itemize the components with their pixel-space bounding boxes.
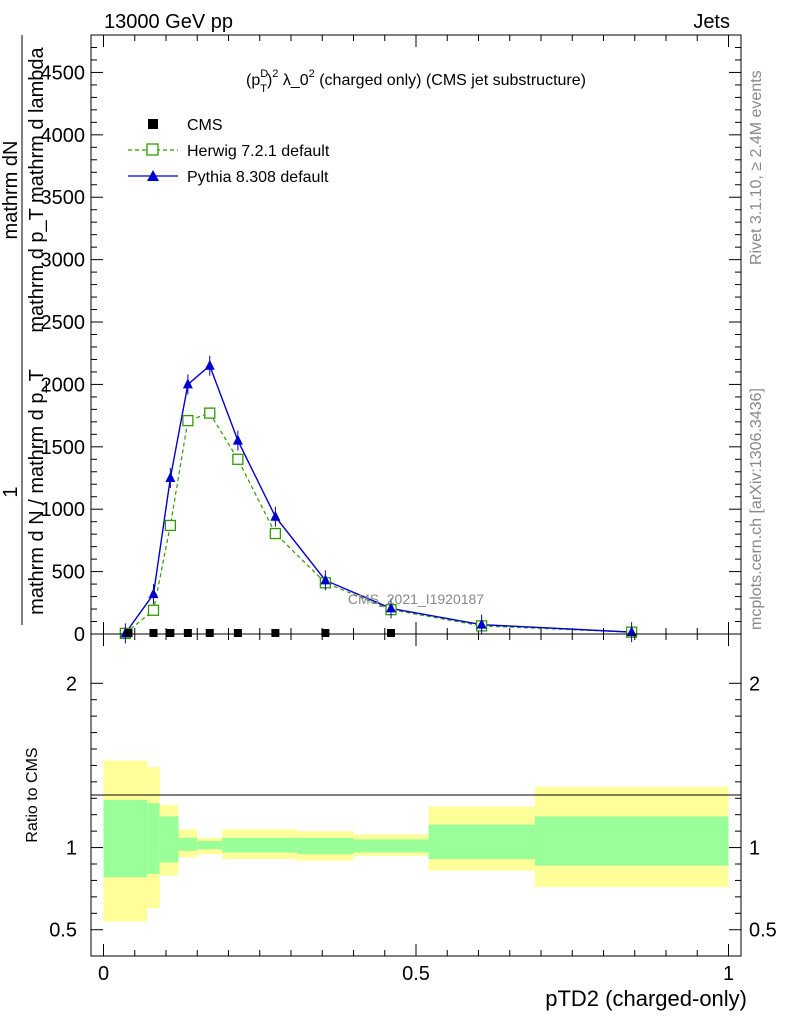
- pythia-point: [386, 602, 396, 613]
- legend-herwig-marker: [146, 143, 159, 156]
- ratio-band-inner: [103, 799, 148, 878]
- ratio-xlabel: pTD2 (charged-only): [545, 986, 747, 1011]
- ratio-bands: [103, 760, 729, 922]
- cms-point: [149, 629, 158, 637]
- pythia-point: [320, 574, 331, 585]
- pythia-point: [270, 510, 281, 521]
- main-ytick-label: 500: [52, 562, 85, 584]
- cms-point: [124, 629, 133, 637]
- main-ytick-label: 0: [74, 624, 85, 646]
- ratio-band-inner: [253, 837, 298, 853]
- header-right: Jets: [693, 11, 730, 33]
- herwig-point: [204, 407, 216, 419]
- pythia-point: [165, 472, 176, 483]
- ratio-ticks: 0.5 0.5 1 1 2 2 0 0.5 1: [49, 634, 777, 985]
- main-ytick-label: 1000: [41, 499, 86, 521]
- header-left: 13000 GeV pp: [104, 11, 233, 33]
- herwig-point: [232, 453, 244, 465]
- main-series: [119, 355, 638, 644]
- pythia-point: [476, 618, 487, 629]
- main-ytick-label: 4500: [41, 62, 86, 84]
- main-ylabel: 1 mathrm d N / mathrm d p_T mathrm dN ma…: [0, 35, 48, 625]
- herwig-point: [147, 604, 160, 616]
- ylabel-denominator: mathrm d p_T mathrm d lambda: [26, 46, 48, 332]
- herwig-point: [164, 519, 177, 532]
- pythia-point: [182, 378, 193, 389]
- ylabel-prefix: 1: [0, 486, 22, 497]
- ratio-band-inner: [297, 837, 354, 855]
- main-panel: 0 500 1000 1500 2000 2500 3000 3500 4000 4500 (pD…: [0, 34, 742, 646]
- rivet-note: Rivet 3.1.10, ≥ 2.4M events: [748, 70, 765, 265]
- herwig-point: [269, 527, 282, 540]
- legend-pythia-marker: [147, 170, 159, 181]
- main-ytick-label: 4000: [41, 125, 86, 147]
- ratio-band-inner: [159, 816, 179, 863]
- main-ytick-label: 3000: [41, 250, 86, 272]
- ratio-band-inner: [428, 824, 535, 860]
- legend-cms-marker: [148, 119, 158, 129]
- cms-point: [387, 629, 395, 637]
- legend-cms-label: CMS: [187, 117, 223, 134]
- cms-point: [205, 629, 214, 637]
- main-ytick-label: 1500: [41, 437, 86, 459]
- pythia-point: [232, 434, 243, 445]
- ratio-band-inner: [147, 803, 160, 874]
- pythia-point: [204, 359, 215, 370]
- ratio-band-inner: [197, 841, 223, 850]
- ylabel-numerator: mathrm dN: [0, 141, 22, 240]
- main-ticks: 0 500 1000 1500 2000 2500 3000 3500 4000 4500: [41, 34, 741, 646]
- ratio-xtick-label: 1: [723, 963, 734, 985]
- ratio-panel: 0.5 0.5 1 1 2 2 0 0.5 1 Ratio to CMS pTD2 (charg…: [24, 633, 777, 1011]
- cms-point: [183, 629, 192, 637]
- ratio-ytick-label: 1: [66, 838, 77, 860]
- legend: CMS Herwig 7.2.1 default Pythia 8.308 de…: [128, 117, 330, 186]
- cms-point: [233, 629, 242, 637]
- main-ytick-label: 2000: [41, 374, 86, 396]
- ratio-xtick-label: 0: [98, 963, 109, 985]
- ratio-band-inner: [178, 837, 198, 851]
- mcplots-note: mcplots.cern.ch [arXiv:1306.3436]: [748, 388, 765, 630]
- cms-point: [166, 629, 175, 637]
- ratio-band-inner: [222, 837, 254, 853]
- ratio-frame: [90, 633, 742, 957]
- pythia-point: [148, 588, 159, 599]
- ratio-xtick-label: 0.5: [402, 963, 430, 985]
- herwig-line: [124, 412, 632, 634]
- ylabel-prefix-den: mathrm d N / mathrm d p_T: [26, 369, 48, 615]
- main-ytick-label: 2500: [41, 312, 86, 334]
- ratio-ylabel: Ratio to CMS: [24, 747, 41, 842]
- legend-pythia-label: Pythia 8.308 default: [187, 169, 329, 186]
- main-ytick-label: 3500: [41, 187, 86, 209]
- analysis-watermark: CMS_2021_I1920187: [348, 591, 484, 607]
- cms-point: [271, 629, 280, 637]
- ratio-band-inner: [353, 839, 429, 853]
- legend-herwig-label: Herwig 7.2.1 default: [187, 143, 330, 160]
- cms-point: [321, 629, 330, 637]
- ratio-band-inner: [534, 816, 729, 866]
- herwig-point: [182, 414, 194, 427]
- ratio-ytick-label: 0.5: [49, 920, 77, 942]
- ratio-ytick-label-right: 1: [749, 838, 760, 860]
- main-title: (pD T)2 λ_02 (charged only) (CMS jet subs…: [246, 68, 586, 95]
- ratio-ytick-label-right: 0.5: [749, 920, 777, 942]
- ratio-ytick-label-right: 2: [749, 673, 760, 695]
- ratio-ytick-label: 2: [66, 673, 77, 695]
